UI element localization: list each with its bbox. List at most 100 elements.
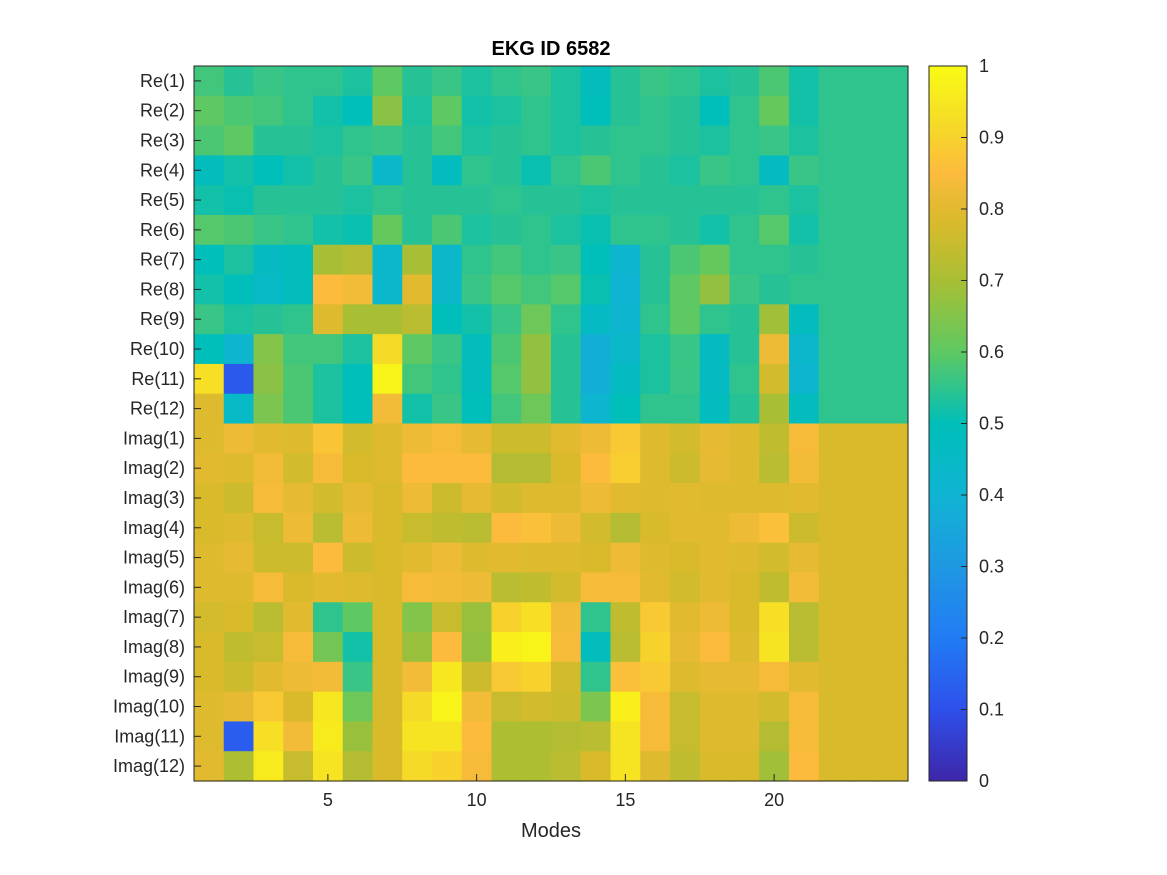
heatmap-cell [521, 185, 552, 216]
heatmap-cell [372, 632, 403, 663]
heatmap-cell [253, 214, 284, 246]
x-tick-label: 20 [764, 790, 784, 810]
heatmap-cell [283, 751, 314, 782]
heatmap-cell [670, 572, 701, 603]
heatmap-cell [372, 334, 403, 365]
heatmap-cell [372, 66, 403, 97]
heatmap-cell [848, 244, 879, 276]
heatmap-cell [432, 423, 463, 454]
heatmap-cell [372, 125, 403, 156]
heatmap-cell [283, 721, 314, 752]
heatmap-cell [848, 632, 879, 663]
heatmap-cell [818, 274, 850, 305]
heatmap-cell [759, 691, 790, 723]
heatmap-cell [878, 244, 909, 276]
colorbar-ticks: 0 0.1 0.2 0.3 0.4 0.5 0.6 0.7 0.8 0.9 1 [961, 56, 1004, 791]
heatmap-cell [580, 185, 612, 216]
heatmap-cell [283, 125, 314, 156]
heatmap-cell [670, 214, 701, 246]
heatmap-cell [759, 185, 790, 216]
heatmap-cell [848, 751, 879, 782]
row-label: Imag(8) [123, 637, 185, 657]
heatmap-cell [759, 363, 790, 395]
heatmap-cell [461, 542, 493, 574]
heatmap-cell [818, 483, 850, 514]
heatmap-cell [551, 542, 582, 574]
heatmap-cell [580, 155, 612, 186]
heatmap-cell [729, 691, 760, 723]
row-label: Imag(12) [113, 756, 185, 776]
heatmap-cell [789, 393, 820, 425]
heatmap-cell [461, 155, 493, 186]
heatmap-cell [670, 512, 701, 544]
heatmap-cell [818, 691, 850, 723]
heatmap-cell [402, 274, 433, 305]
heatmap-cell [848, 95, 879, 127]
heatmap-cell [223, 95, 255, 127]
colorbar-tick-label: 0.1 [979, 700, 1004, 720]
plot-frame [193, 65, 909, 782]
heatmap-cell [402, 453, 433, 484]
heatmap-cell [818, 66, 850, 97]
heatmap-cell [253, 393, 284, 425]
heatmap-cell [223, 512, 255, 544]
heatmap-cell [848, 274, 879, 305]
heatmap-cell [670, 66, 701, 97]
heatmap-cell [491, 661, 522, 693]
heatmap-cell [432, 125, 463, 156]
heatmap-cell [670, 363, 701, 395]
heatmap-cell [670, 393, 701, 425]
heatmap-cell [402, 363, 433, 395]
heatmap-cell [580, 95, 612, 127]
heatmap-cell [699, 155, 731, 186]
row-label: Re(8) [140, 279, 185, 299]
heatmap-cell [461, 185, 493, 216]
heatmap-cell [818, 244, 850, 276]
heatmap-cell [580, 423, 612, 454]
heatmap-cell [461, 423, 493, 454]
heatmap-cell [580, 721, 612, 752]
heatmap-cell [640, 66, 671, 97]
heatmap-cell [580, 304, 612, 335]
heatmap-cell [610, 661, 641, 693]
heatmap-cell [759, 244, 790, 276]
heatmap-cell [699, 632, 731, 663]
heatmap-cell [402, 632, 433, 663]
heatmap-cell [491, 304, 522, 335]
heatmap-cell [461, 274, 493, 305]
heatmap-cell [342, 185, 374, 216]
heatmap-cell [699, 214, 731, 246]
heatmap-cell [432, 155, 463, 186]
heatmap-cell [283, 274, 314, 305]
heatmap-cell [313, 244, 344, 276]
heatmap-cell [521, 721, 552, 752]
heatmap-cell [402, 155, 433, 186]
heatmap-cell [223, 304, 255, 335]
heatmap-cell [283, 542, 314, 574]
heatmap-cell [818, 155, 850, 186]
heatmap-cell [313, 691, 344, 723]
heatmap-cell [848, 542, 879, 574]
heatmap-cell [402, 304, 433, 335]
heatmap-cell [640, 274, 671, 305]
heatmap-cell [223, 602, 255, 633]
heatmap-cell [551, 661, 582, 693]
heatmap-cell [610, 572, 641, 603]
heatmap-cell [878, 155, 909, 186]
row-label: Imag(4) [123, 518, 185, 538]
heatmap-cell [729, 304, 760, 335]
heatmap-cell [372, 691, 403, 723]
heatmap-cell [372, 661, 403, 693]
heatmap-cell [342, 751, 374, 782]
row-label: Re(5) [140, 190, 185, 210]
heatmap-cell [551, 393, 582, 425]
colorbar-tick-label: 0.2 [979, 628, 1004, 648]
heatmap-cell [759, 274, 790, 305]
heatmap-cell [610, 632, 641, 663]
heatmap-cell [372, 512, 403, 544]
heatmap-cell [670, 423, 701, 454]
heatmap-cell [223, 244, 255, 276]
heatmap-cell [283, 244, 314, 276]
heatmap-cell [640, 632, 671, 663]
heatmap-cell [432, 751, 463, 782]
